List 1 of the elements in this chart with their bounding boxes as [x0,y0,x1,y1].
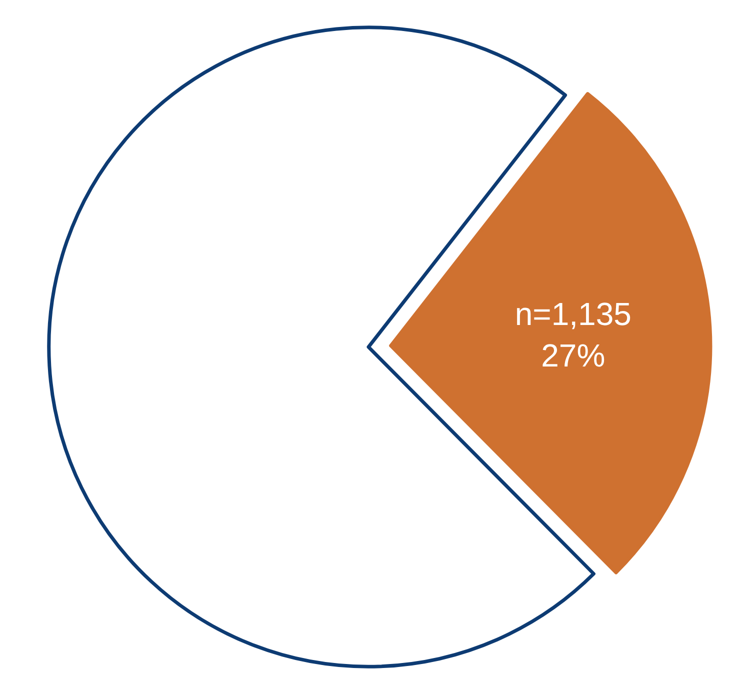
data-label: n=1,135 27% [514,296,632,374]
